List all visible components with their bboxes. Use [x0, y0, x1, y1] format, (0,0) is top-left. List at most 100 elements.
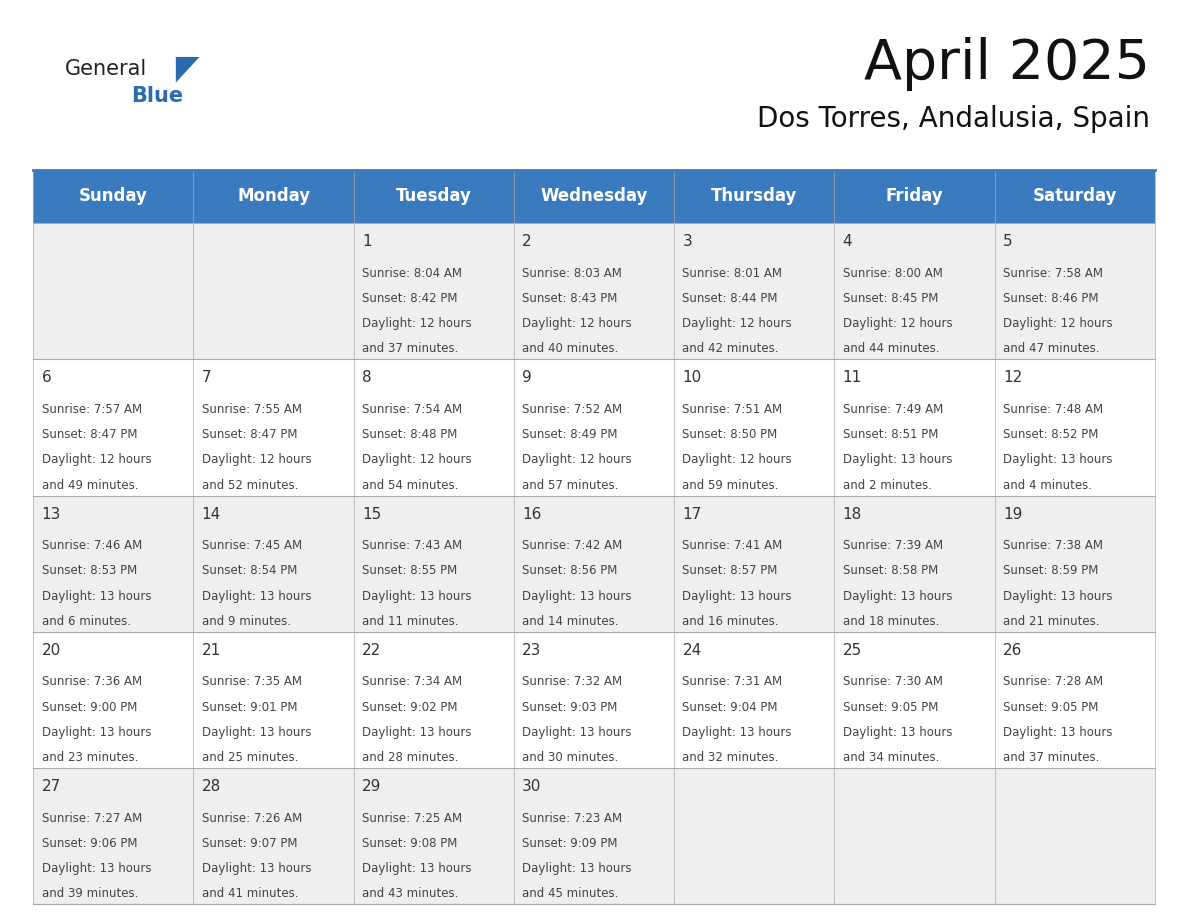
Text: and 42 minutes.: and 42 minutes. [682, 342, 779, 355]
Text: Sunday: Sunday [78, 187, 147, 206]
Text: Sunset: 8:43 PM: Sunset: 8:43 PM [523, 292, 618, 305]
Text: Daylight: 13 hours: Daylight: 13 hours [362, 726, 472, 739]
Text: 28: 28 [202, 779, 221, 794]
Text: Daylight: 13 hours: Daylight: 13 hours [842, 589, 952, 602]
Text: Daylight: 12 hours: Daylight: 12 hours [202, 453, 311, 466]
Text: Daylight: 12 hours: Daylight: 12 hours [842, 318, 953, 330]
Text: Sunrise: 7:32 AM: Sunrise: 7:32 AM [523, 676, 623, 688]
Text: 20: 20 [42, 643, 61, 658]
Text: Sunrise: 7:35 AM: Sunrise: 7:35 AM [202, 676, 302, 688]
Text: and 30 minutes.: and 30 minutes. [523, 751, 619, 764]
Text: 25: 25 [842, 643, 861, 658]
Text: Daylight: 13 hours: Daylight: 13 hours [362, 862, 472, 875]
Text: Sunset: 8:58 PM: Sunset: 8:58 PM [842, 565, 937, 577]
Bar [33, 170, 1155, 223]
Text: and 9 minutes.: and 9 minutes. [202, 615, 291, 628]
Text: Sunset: 8:59 PM: Sunset: 8:59 PM [1003, 565, 1098, 577]
Text: and 11 minutes.: and 11 minutes. [362, 615, 459, 628]
Text: 18: 18 [842, 507, 861, 521]
Text: Sunrise: 7:42 AM: Sunrise: 7:42 AM [523, 539, 623, 553]
Text: 11: 11 [842, 370, 861, 386]
Text: Sunset: 9:00 PM: Sunset: 9:00 PM [42, 700, 137, 713]
Text: and 25 minutes.: and 25 minutes. [202, 751, 298, 764]
Text: and 45 minutes.: and 45 minutes. [523, 888, 619, 901]
Text: Sunset: 8:47 PM: Sunset: 8:47 PM [202, 428, 297, 442]
Text: Sunset: 9:02 PM: Sunset: 9:02 PM [362, 700, 457, 713]
Text: Sunset: 8:53 PM: Sunset: 8:53 PM [42, 565, 137, 577]
Text: Daylight: 12 hours: Daylight: 12 hours [362, 318, 472, 330]
Text: Sunrise: 7:26 AM: Sunrise: 7:26 AM [202, 812, 302, 824]
Bar [33, 223, 1155, 359]
Text: 7: 7 [202, 370, 211, 386]
Text: Sunrise: 7:36 AM: Sunrise: 7:36 AM [42, 676, 141, 688]
Text: 12: 12 [1003, 370, 1022, 386]
Text: 15: 15 [362, 507, 381, 521]
Text: Sunset: 9:03 PM: Sunset: 9:03 PM [523, 700, 618, 713]
Text: Sunset: 8:51 PM: Sunset: 8:51 PM [842, 428, 939, 442]
Text: Sunrise: 7:54 AM: Sunrise: 7:54 AM [362, 403, 462, 416]
Text: Sunrise: 7:25 AM: Sunrise: 7:25 AM [362, 812, 462, 824]
Text: Sunrise: 8:03 AM: Sunrise: 8:03 AM [523, 267, 623, 280]
Text: Sunset: 8:49 PM: Sunset: 8:49 PM [523, 428, 618, 442]
Text: 4: 4 [842, 234, 852, 249]
Text: Saturday: Saturday [1032, 187, 1117, 206]
Text: and 54 minutes.: and 54 minutes. [362, 478, 459, 492]
Text: 13: 13 [42, 507, 61, 521]
Text: Daylight: 13 hours: Daylight: 13 hours [1003, 589, 1112, 602]
Text: Sunset: 8:54 PM: Sunset: 8:54 PM [202, 565, 297, 577]
Text: 29: 29 [362, 779, 381, 794]
Text: Sunset: 9:04 PM: Sunset: 9:04 PM [682, 700, 778, 713]
Text: and 28 minutes.: and 28 minutes. [362, 751, 459, 764]
Text: Sunrise: 7:52 AM: Sunrise: 7:52 AM [523, 403, 623, 416]
Text: and 57 minutes.: and 57 minutes. [523, 478, 619, 492]
Text: 26: 26 [1003, 643, 1022, 658]
Text: and 4 minutes.: and 4 minutes. [1003, 478, 1092, 492]
Text: Sunrise: 7:27 AM: Sunrise: 7:27 AM [42, 812, 141, 824]
Text: and 59 minutes.: and 59 minutes. [682, 478, 779, 492]
Text: and 40 minutes.: and 40 minutes. [523, 342, 619, 355]
Text: and 6 minutes.: and 6 minutes. [42, 615, 131, 628]
Text: General: General [65, 59, 147, 79]
Text: and 32 minutes.: and 32 minutes. [682, 751, 779, 764]
Text: Sunrise: 7:55 AM: Sunrise: 7:55 AM [202, 403, 302, 416]
Text: Daylight: 13 hours: Daylight: 13 hours [42, 726, 151, 739]
Text: Sunset: 8:42 PM: Sunset: 8:42 PM [362, 292, 457, 305]
Bar [33, 496, 1155, 632]
Text: 6: 6 [42, 370, 51, 386]
Text: Thursday: Thursday [712, 187, 797, 206]
Text: Sunset: 8:52 PM: Sunset: 8:52 PM [1003, 428, 1098, 442]
Text: Wednesday: Wednesday [541, 187, 647, 206]
Text: Sunrise: 7:41 AM: Sunrise: 7:41 AM [682, 539, 783, 553]
Text: 8: 8 [362, 370, 372, 386]
Text: Sunrise: 7:49 AM: Sunrise: 7:49 AM [842, 403, 943, 416]
Text: Daylight: 12 hours: Daylight: 12 hours [682, 318, 792, 330]
Text: and 2 minutes.: and 2 minutes. [842, 478, 931, 492]
Text: Daylight: 13 hours: Daylight: 13 hours [842, 453, 952, 466]
Text: Daylight: 12 hours: Daylight: 12 hours [1003, 318, 1112, 330]
Text: Sunrise: 7:51 AM: Sunrise: 7:51 AM [682, 403, 783, 416]
Text: Friday: Friday [885, 187, 943, 206]
Text: Sunrise: 7:57 AM: Sunrise: 7:57 AM [42, 403, 141, 416]
Text: and 34 minutes.: and 34 minutes. [842, 751, 939, 764]
Text: Daylight: 12 hours: Daylight: 12 hours [523, 318, 632, 330]
Text: Daylight: 13 hours: Daylight: 13 hours [202, 862, 311, 875]
Text: Sunset: 9:06 PM: Sunset: 9:06 PM [42, 837, 137, 850]
Text: Sunrise: 7:46 AM: Sunrise: 7:46 AM [42, 539, 141, 553]
Text: Sunset: 8:47 PM: Sunset: 8:47 PM [42, 428, 137, 442]
Text: Sunrise: 7:34 AM: Sunrise: 7:34 AM [362, 676, 462, 688]
Text: 16: 16 [523, 507, 542, 521]
Text: April 2025: April 2025 [864, 38, 1150, 91]
Text: Sunrise: 7:58 AM: Sunrise: 7:58 AM [1003, 267, 1102, 280]
Text: Sunrise: 7:30 AM: Sunrise: 7:30 AM [842, 676, 942, 688]
Text: Dos Torres, Andalusia, Spain: Dos Torres, Andalusia, Spain [757, 106, 1150, 133]
Text: Daylight: 13 hours: Daylight: 13 hours [1003, 453, 1112, 466]
Polygon shape [176, 57, 200, 83]
Text: 3: 3 [682, 234, 693, 249]
Text: and 16 minutes.: and 16 minutes. [682, 615, 779, 628]
Text: Daylight: 13 hours: Daylight: 13 hours [362, 589, 472, 602]
Text: and 21 minutes.: and 21 minutes. [1003, 615, 1099, 628]
Text: 24: 24 [682, 643, 702, 658]
Text: 19: 19 [1003, 507, 1022, 521]
Text: and 41 minutes.: and 41 minutes. [202, 888, 298, 901]
Text: Sunset: 8:57 PM: Sunset: 8:57 PM [682, 565, 778, 577]
